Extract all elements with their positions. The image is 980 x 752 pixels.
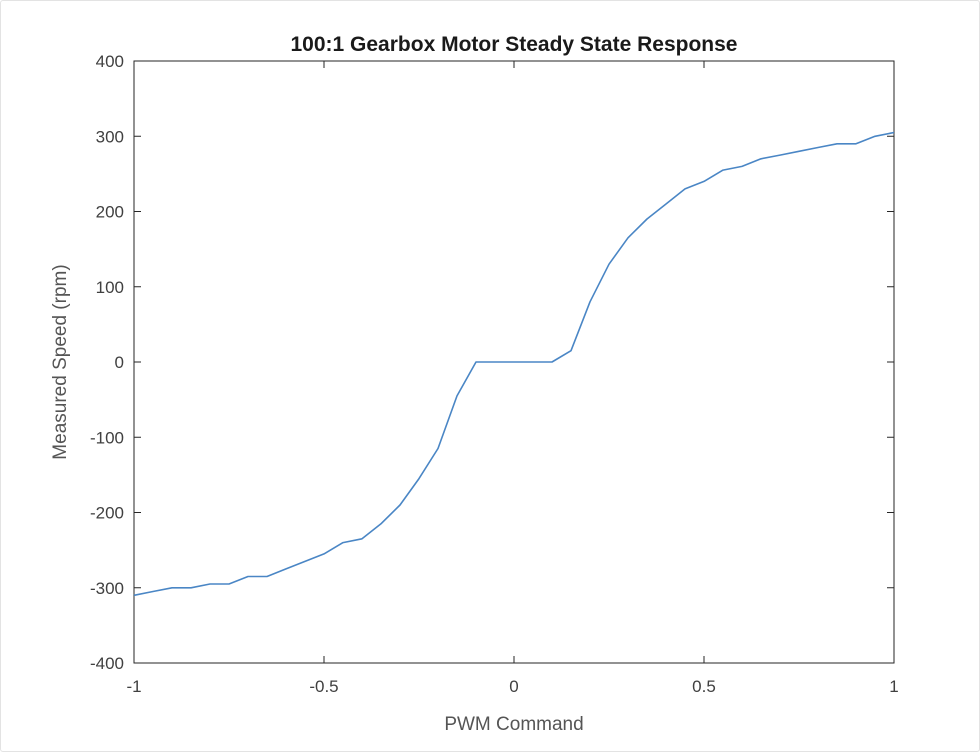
y-tick-label: 0 [115, 353, 124, 372]
chart-title: 100:1 Gearbox Motor Steady State Respons… [291, 33, 738, 56]
x-axis-label: PWM Command [444, 714, 583, 735]
series-line [133, 131, 895, 597]
y-tick-label: -400 [90, 654, 124, 673]
x-tick-label: -1 [126, 677, 141, 696]
y-tick-label: -200 [90, 504, 124, 523]
x-axis-ticks: -1 -0.5 0 0.5 1 [126, 61, 899, 696]
x-tick-label: 0.5 [692, 677, 716, 696]
plot-area [133, 60, 895, 664]
y-tick-label: 200 [96, 203, 124, 222]
x-tick-label: 0 [509, 677, 518, 696]
y-axis-label: Measured Speed (rpm) [50, 264, 71, 459]
y-tick-label: 400 [96, 52, 124, 71]
y-tick-label: -300 [90, 579, 124, 598]
y-tick-label: -100 [90, 428, 124, 447]
x-tick-label: 1 [889, 677, 898, 696]
y-tick-label: 300 [96, 127, 124, 146]
x-tick-label: -0.5 [309, 677, 338, 696]
y-axis-ticks: -400 -300 -200 -100 0 100 200 300 400 [90, 52, 894, 673]
y-tick-label: 100 [96, 278, 124, 297]
